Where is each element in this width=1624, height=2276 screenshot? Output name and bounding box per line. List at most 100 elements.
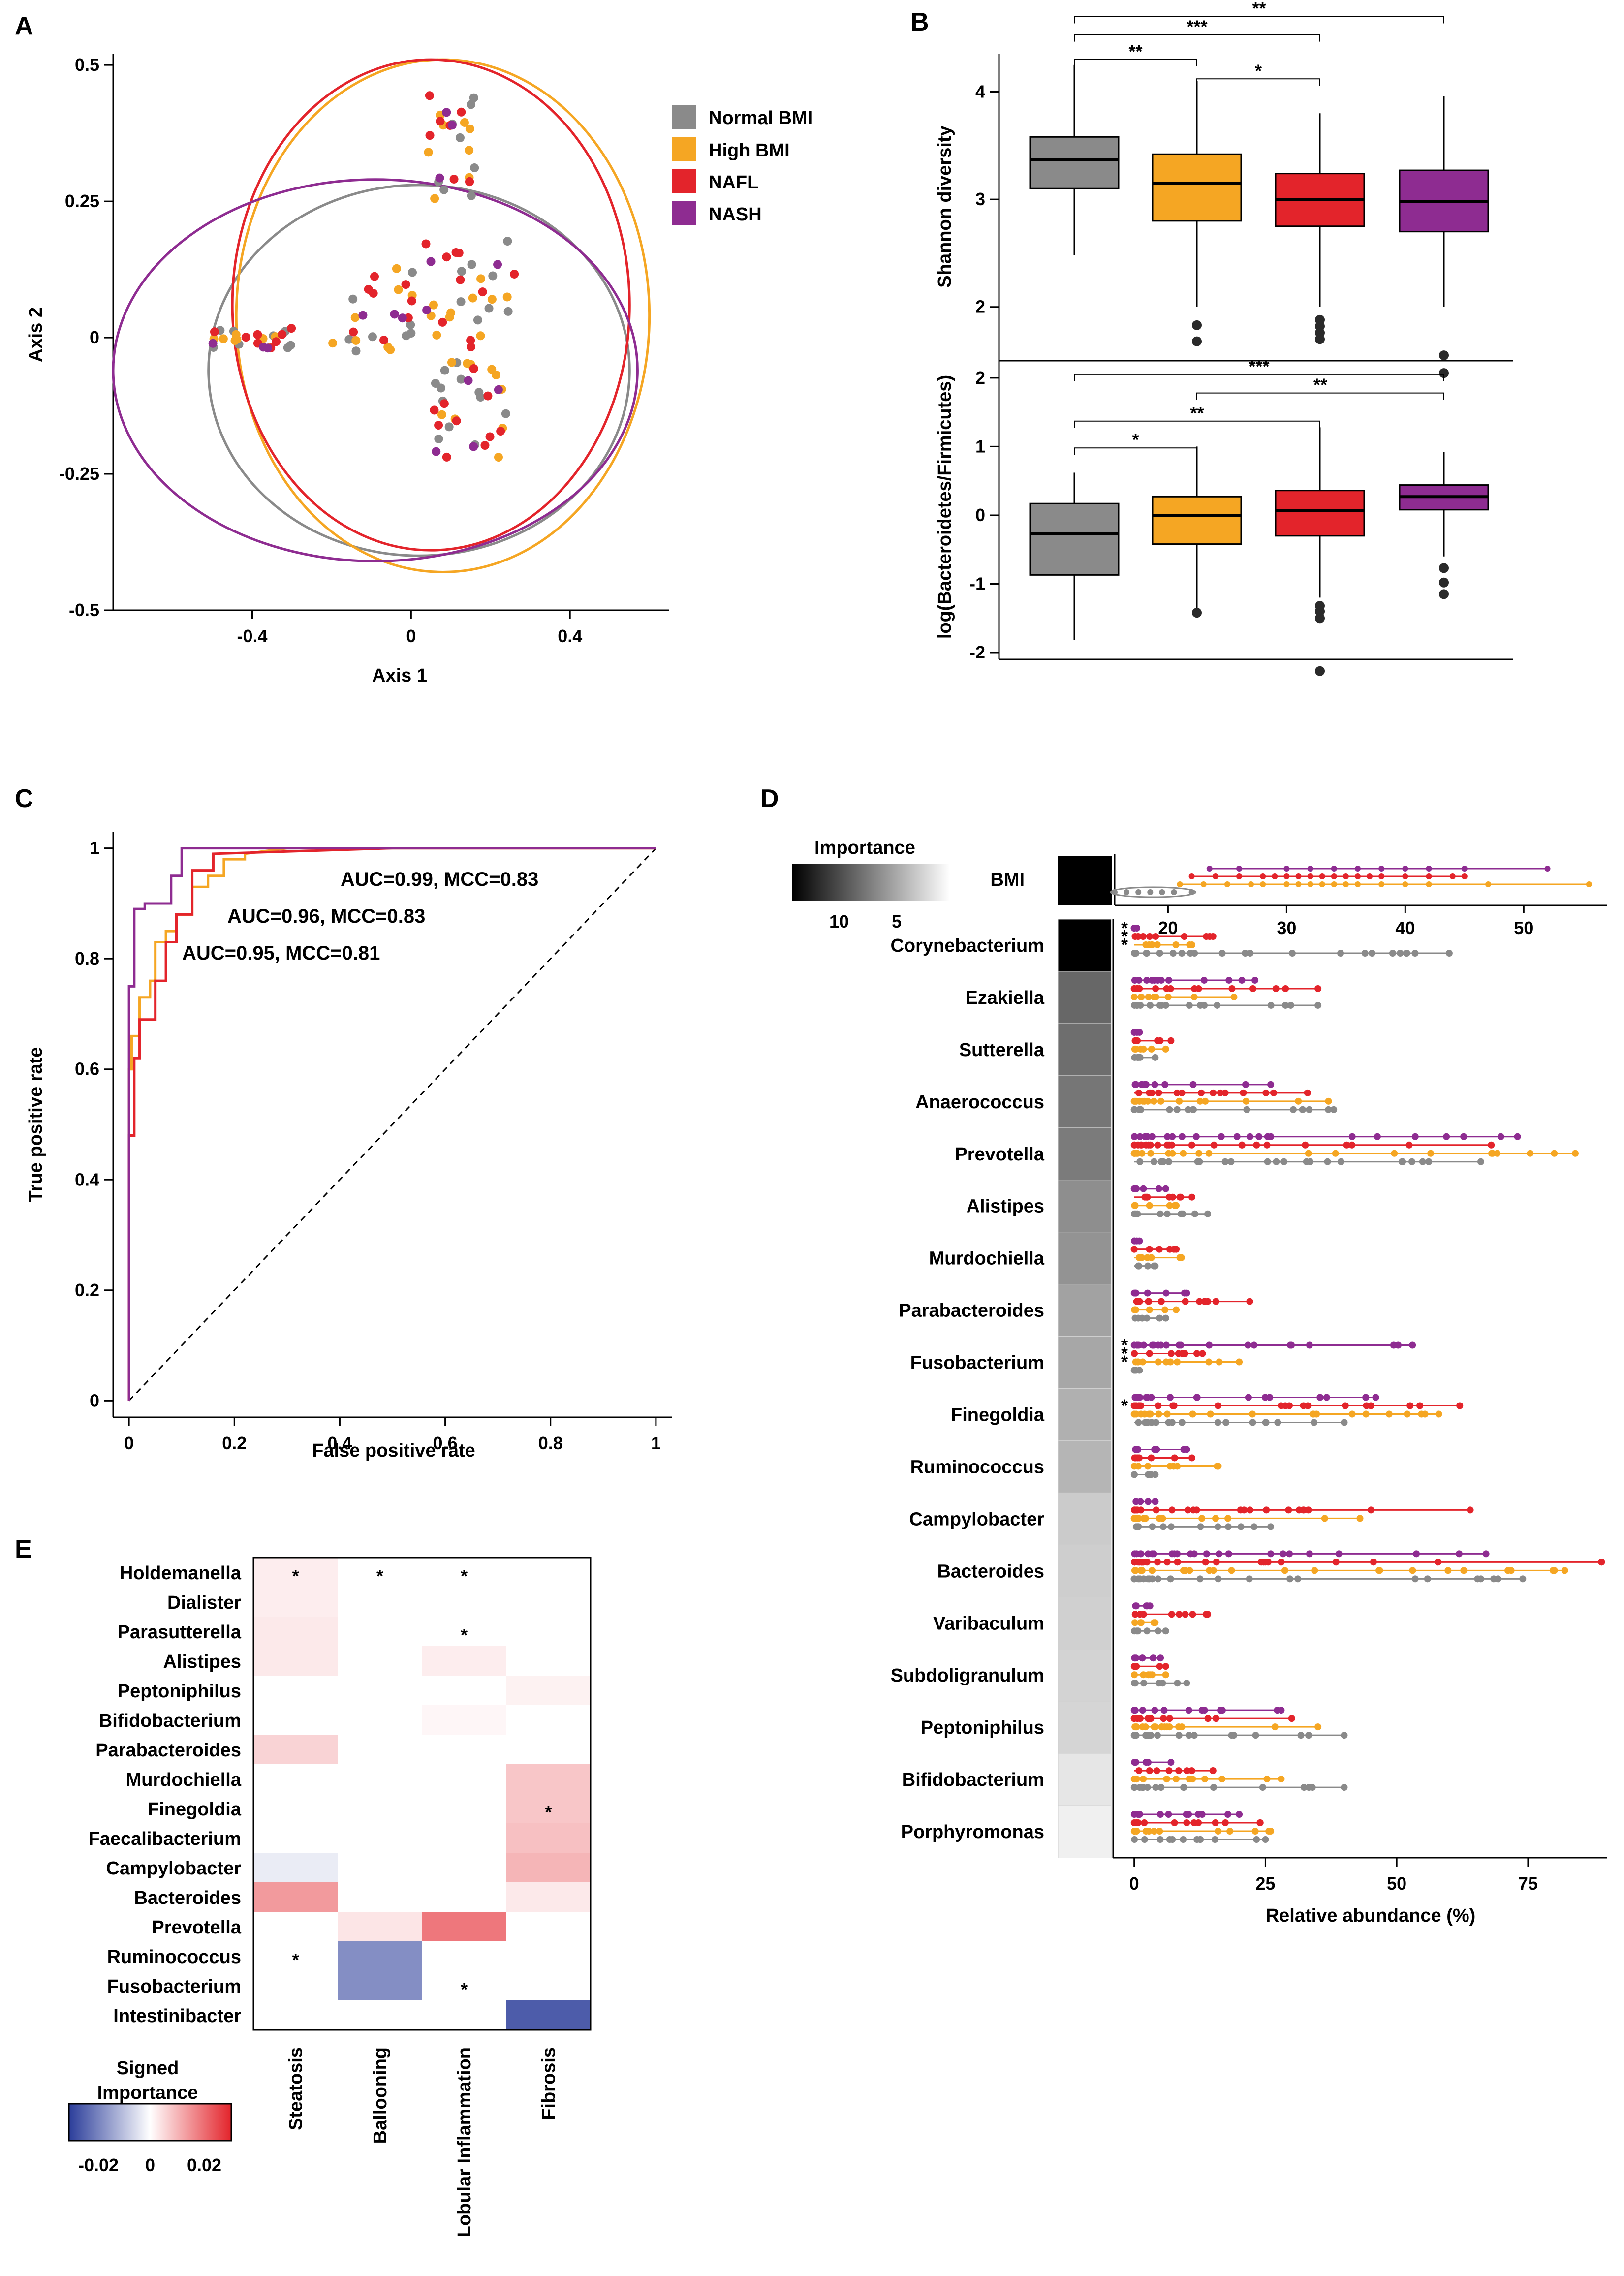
abundance-point: [1251, 976, 1259, 984]
point-nafl: [278, 330, 287, 339]
abundance-point: [1144, 1394, 1151, 1401]
point-high-bmi: [429, 300, 438, 310]
abundance-point: [1348, 1133, 1356, 1140]
panel-b-ratio-title: log(Bacteroidetes/Firmicutes): [935, 375, 955, 639]
heatmap-cell: [338, 1912, 422, 1942]
abundance-point: [1134, 933, 1142, 940]
significance-stars: **: [1252, 0, 1266, 18]
abundance-point: [1137, 1410, 1145, 1418]
abundance-point: [1300, 1402, 1307, 1409]
abundance-point: [1341, 1419, 1348, 1426]
abundance-point: [1169, 1836, 1176, 1843]
point-normal-bmi: [456, 374, 466, 384]
bmi-point: [1224, 881, 1230, 887]
abundance-star: *: [1121, 1352, 1128, 1372]
point-normal-bmi: [501, 409, 510, 418]
abundance-point: [1156, 1836, 1164, 1843]
point-high-bmi: [468, 293, 477, 303]
heatmap-cell: [422, 1558, 507, 1588]
abundance-point: [1156, 1314, 1163, 1322]
abundance-point: [1278, 1559, 1285, 1566]
heatmap-star: *: [461, 1625, 468, 1645]
abundance-point: [1147, 1150, 1155, 1157]
abundance-point: [1183, 1767, 1190, 1775]
abundance-point: [1274, 1419, 1281, 1426]
abundance-point: [1211, 1836, 1218, 1843]
abundance-point: [1189, 1106, 1196, 1113]
bmi-point: [1343, 881, 1349, 887]
point-nafl: [469, 364, 478, 373]
abundance-point: [1285, 1506, 1292, 1514]
bmi-tick-label: 20: [1158, 918, 1178, 938]
heatmap-cell: [338, 1823, 422, 1853]
bmi-point: [1544, 866, 1551, 872]
abundance-x-title: Relative abundance (%): [1266, 1905, 1476, 1926]
abundance-point: [1178, 1254, 1185, 1261]
genus-label: Sutterella: [959, 1040, 1045, 1060]
significance-stars: ***: [1249, 356, 1269, 376]
panel-a-ellipses: [112, 58, 651, 573]
abundance-point: [1409, 1341, 1416, 1349]
abundance-point: [1300, 1506, 1307, 1514]
bmi-point: [1402, 881, 1408, 887]
abundance-point: [1143, 976, 1151, 984]
point-nash: [208, 339, 218, 348]
heatmap-cell: [506, 1971, 591, 2001]
abundance-point: [1134, 1446, 1141, 1453]
bmi-point: [1402, 873, 1408, 879]
outlier: [1439, 368, 1449, 378]
bmi-point: [1307, 866, 1313, 872]
heatmap-cell: [506, 2000, 591, 2030]
abundance-point: [1363, 1402, 1370, 1409]
abundance-point: [1163, 1210, 1171, 1217]
abundance-point: [1152, 985, 1159, 992]
y-tick-label: 4: [975, 82, 985, 102]
point-nafl: [439, 399, 449, 408]
box-normal-bmi: [1029, 502, 1120, 576]
abundance-point: [1176, 1611, 1183, 1618]
abundance-point: [1321, 1515, 1328, 1522]
abundance-point: [1411, 1133, 1419, 1140]
abundance-point: [1150, 1097, 1157, 1105]
abundance-point: [1161, 1306, 1169, 1313]
abundance-point: [1134, 1819, 1142, 1827]
abundance-point: [1210, 1567, 1217, 1574]
abundance-point: [1297, 1732, 1305, 1739]
heatmap-cell: [506, 1853, 591, 1883]
point-nash: [464, 376, 473, 385]
panel-a-x-title: Axis 1: [372, 665, 427, 686]
abundance-point: [1167, 1759, 1175, 1766]
abundance-point: [1162, 1314, 1169, 1322]
point-nafl: [456, 275, 465, 284]
abundance-point: [1138, 1784, 1146, 1791]
abundance-point: [1136, 1029, 1143, 1036]
abundance-point: [1145, 1471, 1152, 1478]
abundance-point: [1135, 1089, 1142, 1096]
abundance-point: [1162, 1185, 1169, 1192]
abundance-point: [1215, 1463, 1222, 1470]
abundance-point: [1173, 1202, 1180, 1209]
point-high-bmi: [392, 264, 401, 273]
abundance-point: [1216, 1358, 1223, 1366]
abundance-point: [1167, 1575, 1174, 1583]
point-high-bmi: [386, 345, 395, 354]
bmi-point: [1272, 873, 1278, 879]
abundance-point: [1288, 1341, 1295, 1349]
abundance-point: [1367, 1506, 1374, 1514]
roc-line-nash: [127, 847, 656, 1401]
heatmap-cell: [506, 1794, 591, 1824]
abundance-point: [1157, 1097, 1165, 1105]
abundance-point: [1159, 1523, 1167, 1530]
abundance-point: [1207, 1410, 1214, 1418]
abundance-point: [1474, 1575, 1481, 1583]
point-nash: [469, 442, 478, 451]
abundance-point: [1151, 1828, 1158, 1835]
abundance-point: [1152, 1471, 1159, 1478]
abundance-point: [1172, 941, 1180, 948]
bmi-point: [1295, 873, 1302, 879]
abundance-point: [1494, 1150, 1501, 1157]
abundance-point: [1189, 1611, 1196, 1618]
abundance-point: [1192, 1133, 1200, 1140]
abundance-point: [1158, 1001, 1165, 1009]
abundance-point: [1335, 1550, 1343, 1558]
